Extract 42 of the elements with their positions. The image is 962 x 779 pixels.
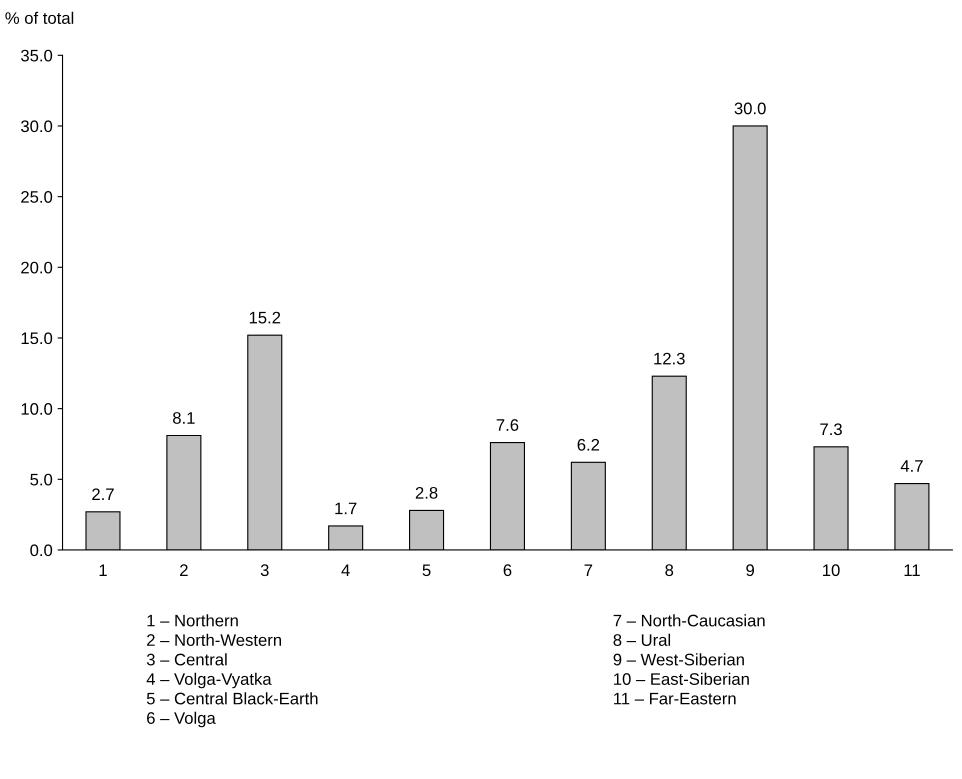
y-tick-label: 0.0 — [30, 544, 52, 556]
y-tick-label: 25.0 — [21, 191, 52, 203]
x-tick-label: 3 — [260, 564, 269, 576]
data-label: 8.1 — [173, 412, 195, 424]
text: 7 – North-Caucasian — [614, 614, 765, 626]
text: 1 – Northern — [147, 614, 238, 626]
text: 8 – Ural — [614, 634, 670, 646]
x-tick-label: 6 — [504, 564, 512, 576]
data-label: 6.2 — [578, 438, 600, 451]
data-label: 2.8 — [416, 486, 438, 499]
text: 2 – North-Western — [147, 634, 282, 646]
text: 3 – Central — [146, 653, 227, 666]
data-label: 12.3 — [654, 352, 685, 365]
x-tick-label: 11 — [904, 564, 920, 576]
x-tick-label: 2 — [180, 564, 188, 576]
y-tick-label: 20.0 — [21, 262, 52, 274]
x-tick-label: 1 — [100, 564, 107, 576]
x-tick-label: 5 — [422, 564, 430, 576]
y-axis-title: % of total — [5, 12, 74, 24]
text: 9 – West-Siberian — [614, 653, 744, 666]
data-label: 15.2 — [250, 312, 280, 324]
x-tick-label: 10 — [823, 564, 840, 576]
text: 4 – Volga-Vyatka — [146, 672, 272, 688]
x-tick-label: 4 — [341, 564, 350, 576]
x-tick-label: 7 — [584, 564, 592, 576]
x-tick-label: 8 — [665, 564, 674, 576]
text: 6 – Volga — [147, 712, 216, 728]
data-label: 1.7 — [335, 502, 356, 514]
x-tick-label: 9 — [746, 564, 754, 576]
y-tick-label: 5.0 — [30, 474, 52, 486]
y-tick-label: 10.0 — [22, 403, 52, 415]
text: 5 – Central Black-Earth — [146, 692, 318, 704]
data-label: 2.7 — [92, 488, 114, 500]
y-tick-label: 35.0 — [21, 50, 52, 62]
data-label: 7.3 — [820, 423, 842, 436]
data-label: 7.6 — [496, 419, 518, 431]
text: 10 – East-Siberian — [614, 672, 749, 685]
data-label: 30.0 — [734, 102, 766, 114]
y-tick-label: 30.0 — [21, 120, 52, 132]
text: 11 – Far-Eastern — [614, 692, 736, 704]
y-tick-label: 15.0 — [22, 332, 52, 344]
data-label: 4.7 — [900, 460, 923, 472]
